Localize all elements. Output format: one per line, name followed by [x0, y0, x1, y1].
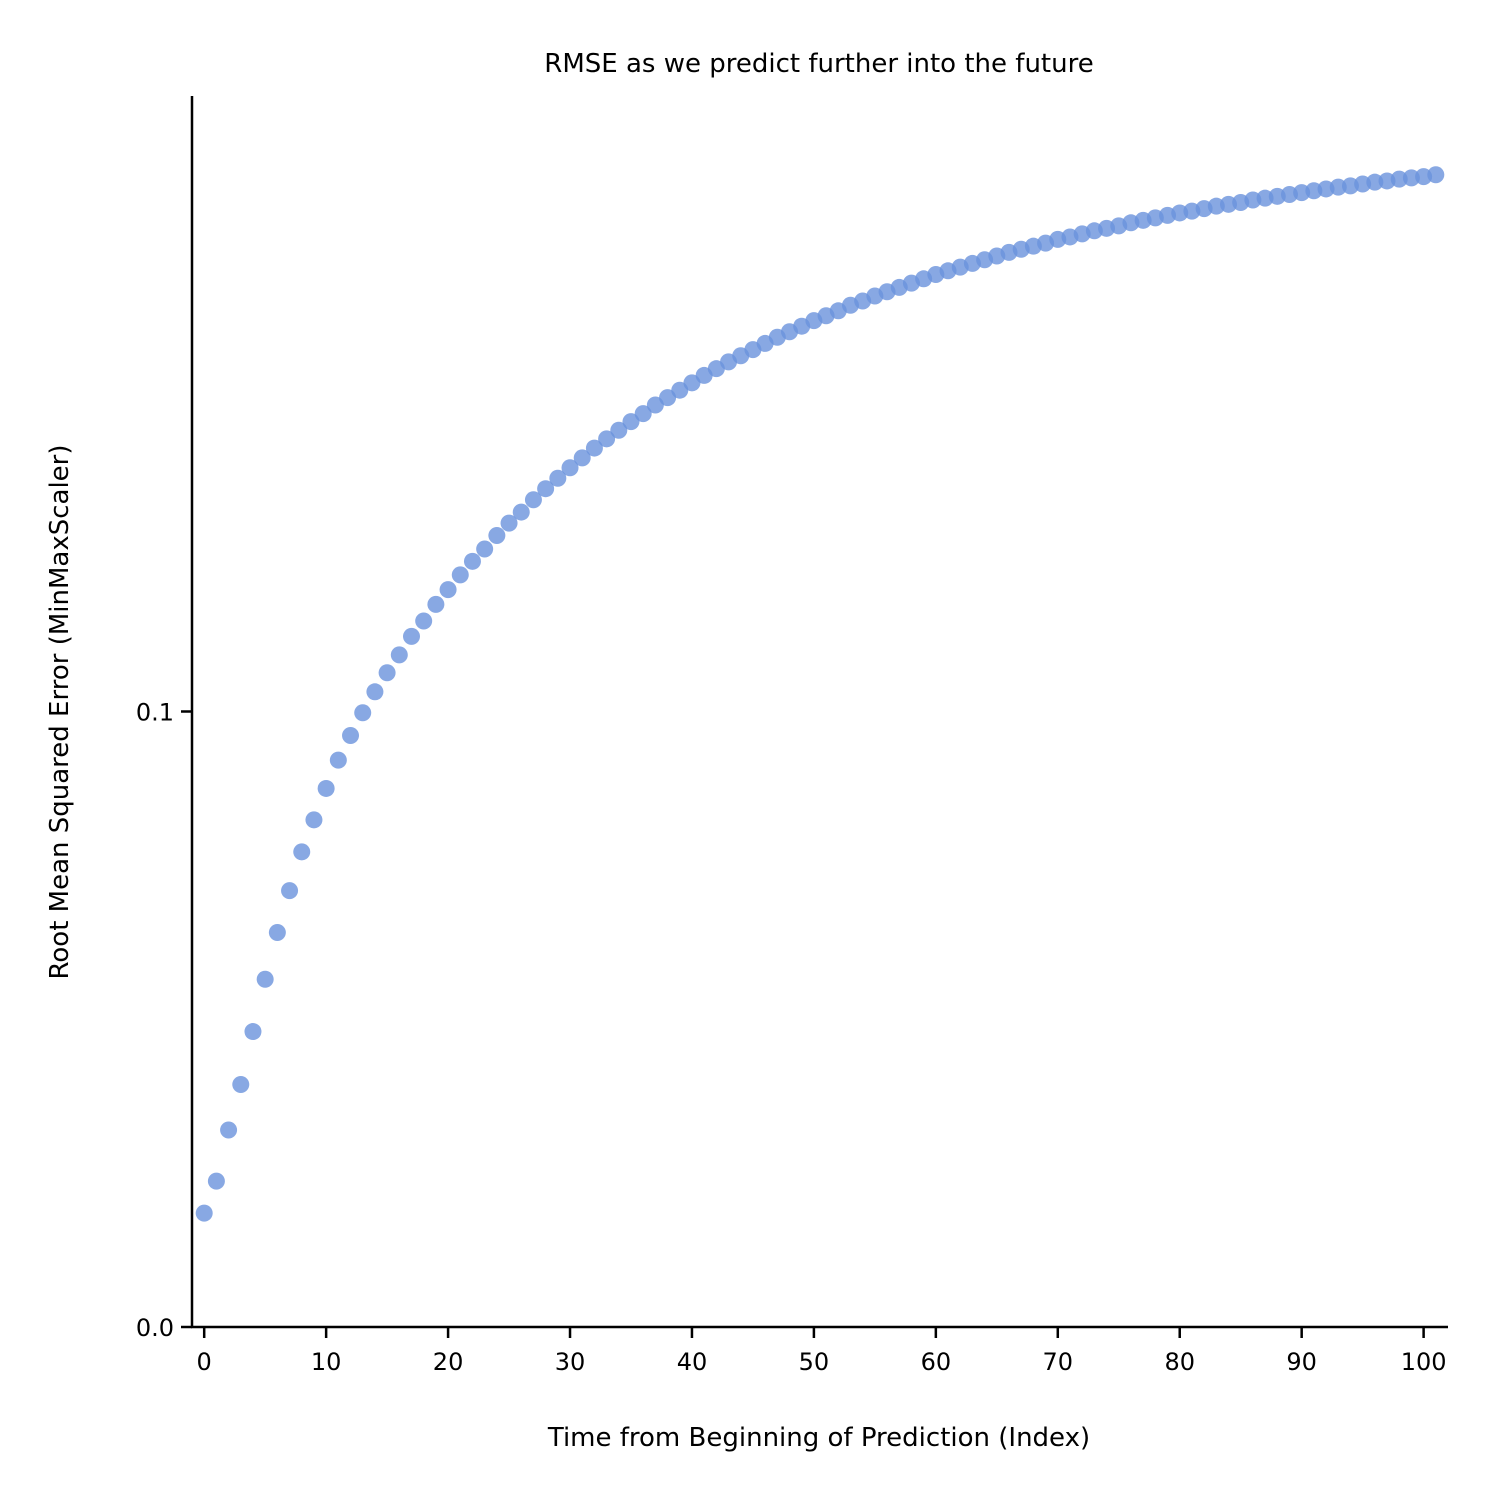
data-point	[402, 627, 420, 645]
x-tick-label: 100	[1401, 1348, 1447, 1376]
x-axis-ticks: 0 10 20 30 40 50 60 70 80 90 100	[197, 1327, 1447, 1376]
data-point	[537, 480, 555, 498]
data-point	[1427, 166, 1445, 184]
data-point	[256, 970, 274, 988]
data-point	[476, 540, 494, 558]
x-tick-label: 80	[1164, 1348, 1195, 1376]
x-tick-label: 30	[555, 1348, 586, 1376]
x-tick-label: 60	[921, 1348, 952, 1376]
data-point	[390, 646, 408, 664]
data-point	[634, 405, 652, 423]
data-point	[293, 843, 311, 861]
x-tick-label: 40	[677, 1348, 708, 1376]
data-point	[549, 469, 567, 487]
chart-title: RMSE as we predict further into the futu…	[544, 49, 1093, 79]
data-point	[524, 491, 542, 509]
y-tick-label: 0.0	[136, 1314, 174, 1342]
data-point	[232, 1075, 250, 1093]
x-tick-label: 50	[799, 1348, 830, 1376]
data-point	[281, 882, 299, 900]
y-tick-label: 0.1	[136, 699, 174, 727]
data-point	[305, 811, 323, 829]
data-point	[317, 779, 335, 797]
data-point	[268, 923, 286, 941]
data-point	[415, 612, 433, 630]
y-axis-label: Root Mean Squared Error (MinMaxScaler)	[45, 444, 75, 979]
data-point	[659, 389, 677, 407]
y-axis-ticks: 0.0 0.1	[136, 699, 192, 1342]
data-point	[622, 413, 640, 431]
data-point	[220, 1121, 238, 1139]
data-point	[683, 374, 701, 392]
x-tick-label: 20	[433, 1348, 464, 1376]
data-point	[439, 581, 457, 599]
x-tick-label: 90	[1286, 1348, 1317, 1376]
data-point	[671, 381, 689, 399]
x-tick-label: 70	[1043, 1348, 1074, 1376]
data-point	[207, 1172, 225, 1190]
x-axis-label: Time from Beginning of Prediction (Index…	[547, 1423, 1090, 1453]
data-point	[561, 459, 579, 477]
data-point	[598, 430, 616, 448]
data-points	[195, 166, 1445, 1222]
data-point	[342, 727, 360, 745]
data-point	[500, 514, 518, 532]
data-point	[488, 526, 506, 544]
data-point	[244, 1023, 262, 1041]
data-point	[646, 396, 664, 414]
data-point	[329, 751, 347, 769]
data-point	[366, 683, 384, 701]
data-point	[451, 566, 469, 584]
data-point	[512, 503, 530, 521]
data-point	[585, 439, 603, 457]
data-point	[610, 421, 628, 439]
x-tick-label: 0	[197, 1348, 212, 1376]
data-point	[354, 704, 372, 722]
data-point	[427, 595, 445, 613]
data-point	[573, 449, 591, 467]
x-tick-label: 10	[311, 1348, 342, 1376]
data-point	[463, 552, 481, 570]
data-point	[195, 1204, 213, 1222]
data-point	[378, 664, 396, 682]
